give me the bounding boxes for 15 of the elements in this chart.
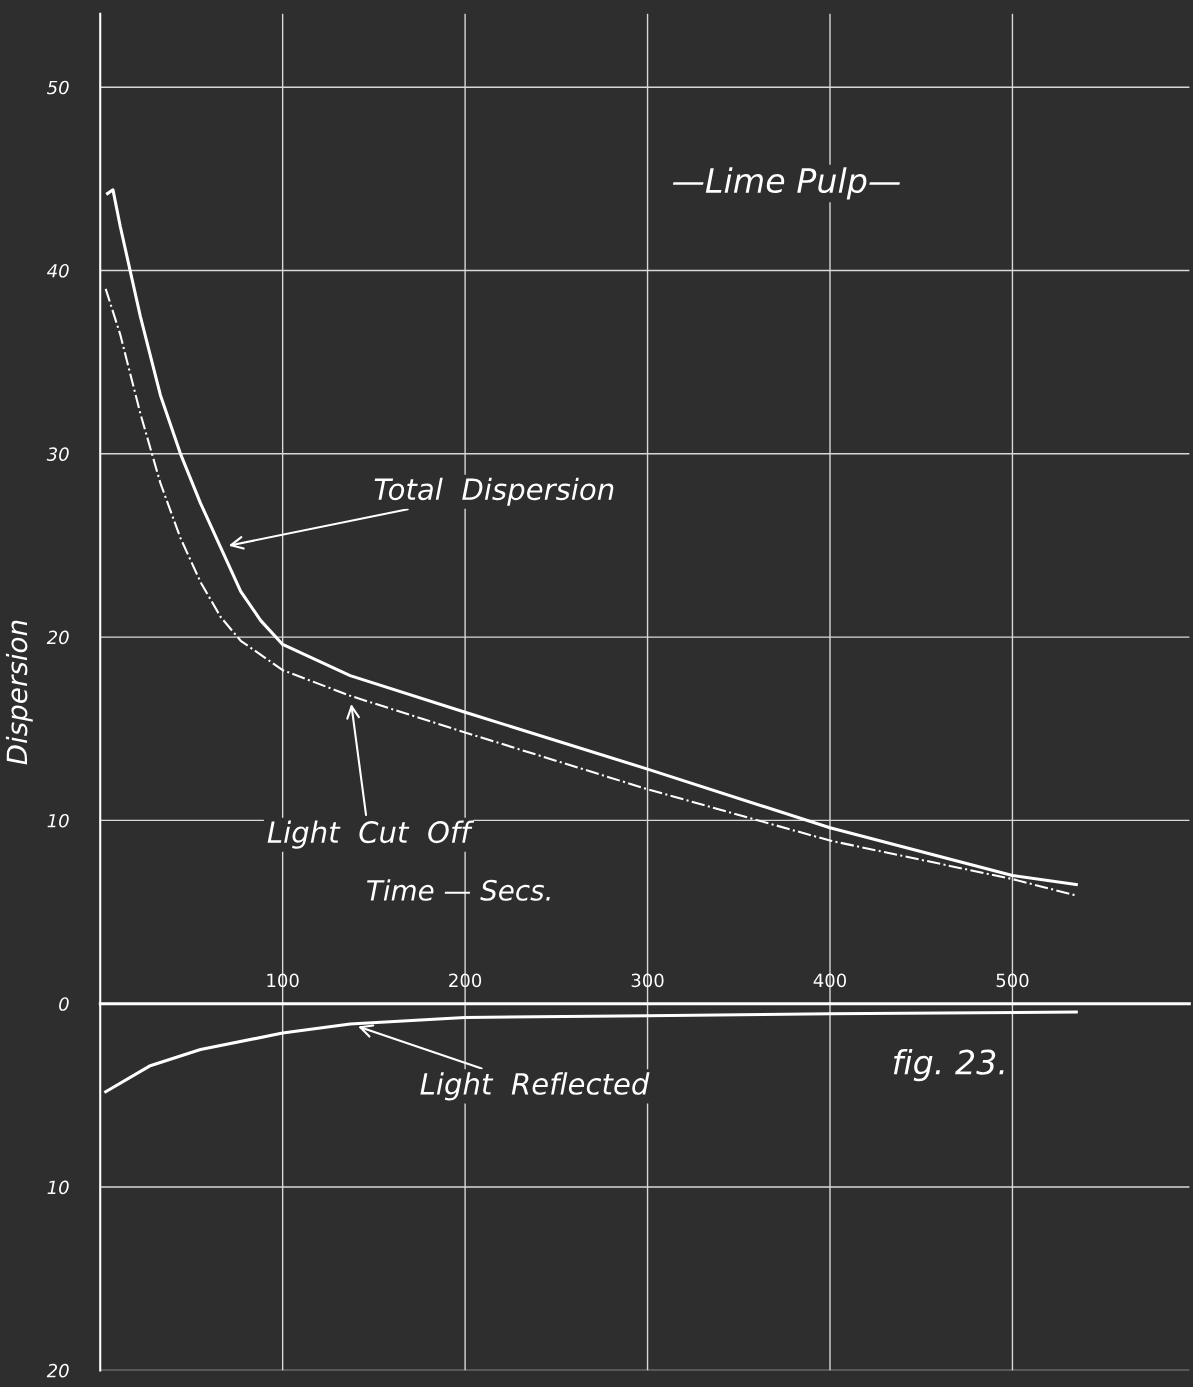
y-tick-label: 10 bbox=[47, 1180, 69, 1195]
y-tick-label: 30 bbox=[46, 447, 69, 461]
y-tick-label: 40 bbox=[47, 263, 69, 278]
x-axis-title: Time — Secs. bbox=[367, 879, 550, 901]
y-tick-label: 20 bbox=[46, 630, 69, 645]
y-tick-label: 10 bbox=[47, 813, 69, 828]
annotation: fig. 23. bbox=[893, 1049, 1004, 1082]
y-tick-label: 50 bbox=[47, 80, 69, 95]
annotation: Total Dispersion bbox=[374, 477, 614, 506]
annotation: Light Cut Off bbox=[267, 820, 475, 849]
y-tick-label: 0 bbox=[59, 997, 69, 1011]
y-tick-label: 20 bbox=[46, 1363, 69, 1378]
annotation: Light Reflected bbox=[420, 1072, 650, 1101]
y-axis-title: Dispersion bbox=[5, 620, 33, 765]
text: —Lime Pulp— bbox=[672, 167, 900, 200]
